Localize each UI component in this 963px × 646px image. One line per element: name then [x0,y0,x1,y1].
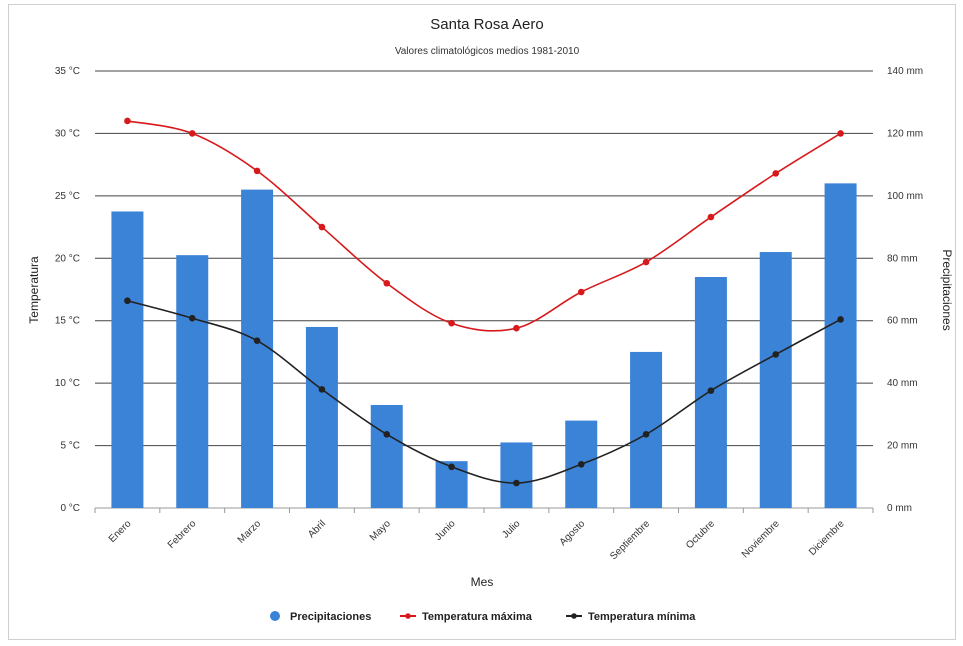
temp-min-point [318,386,326,393]
legend-swatch-marker [571,613,577,619]
temp-min-point [577,461,585,468]
legend-swatch-marker [405,613,411,619]
temp-min-point [707,387,715,394]
temp-max-point [188,130,196,137]
chart-title: Santa Rosa Aero [430,16,543,33]
temp-min-point [124,297,131,305]
precipitation-bar [176,255,209,508]
temp-min-point [772,351,780,358]
left-tick-label: 0 °C [60,503,80,514]
left-tick-label: 20 °C [55,253,80,264]
temperature-lines [124,117,844,487]
precipitation-bar [241,189,274,508]
precipitation-bar [370,404,403,508]
temp-max-point [318,223,326,231]
temp-min-line [127,299,841,484]
x-axis-ticks: Enero Febrero Marzo Abril Mayo Junio Julio Agos… [94,508,874,562]
x-tick-label: Abril [306,518,328,540]
legend-temperatura-minima: Temperatura mínima [588,611,696,623]
right-tick-label: 140 mm [887,66,923,77]
precipitation-bar [305,326,338,508]
x-tick-label: Febrero [166,518,199,551]
right-tick-label: 100 mm [887,191,923,202]
right-axis-ticks: 0 mm 20 mm 40 mm 60 mm 80 mm 100 mm 120 mm 140 … [887,66,923,514]
chart-subtitle: Valores climatológicos medios 1981-2010 [395,46,580,57]
legend: Precipitaciones Temperatura máxima Tempera… [270,611,696,623]
temp-min-point [253,337,261,344]
x-tick-label: Enero [107,518,134,545]
right-tick-label: 0 mm [887,503,912,514]
temp-max-point [642,258,650,266]
temp-max-point [707,213,715,221]
temp-max-point [577,288,585,296]
x-tick-label: Junio [433,518,458,543]
right-axis-title: Precipitaciones [940,249,954,330]
precipitation-bar [111,211,144,508]
precipitation-bar [824,183,857,508]
right-tick-label: 120 mm [887,128,923,139]
temp-min-point [448,463,455,471]
precipitation-bar [500,442,533,508]
left-axis-title: Temperatura [27,256,41,324]
right-tick-label: 20 mm [887,441,918,452]
x-tick-label: Julio [500,518,523,541]
left-tick-label: 35 °C [55,66,80,77]
temp-min-point [188,314,196,322]
legend-temperatura-maxima: Temperatura máxima [422,611,533,623]
left-tick-label: 25 °C [55,191,80,202]
temp-min-point [642,431,650,438]
right-tick-label: 60 mm [887,316,918,327]
temp-max-point [772,170,780,177]
left-axis-ticks: 0 °C 5 °C 10 °C 15 °C 20 °C 25 °C 30 °C 35 °C [55,66,80,514]
gridlines [95,70,873,509]
x-tick-label: Noviembre [740,518,782,560]
left-tick-label: 15 °C [55,316,80,327]
precipitation-bar [759,252,792,508]
x-tick-label: Mayo [368,518,393,543]
temp-max-line [127,120,842,332]
legend-precipitaciones: Precipitaciones [290,611,371,623]
temp-max-point [448,319,455,327]
x-tick-label: Agosto [558,518,588,548]
legend-swatch [270,611,280,621]
temp-min-point [513,479,520,487]
x-tick-label: Marzo [236,518,264,546]
right-tick-label: 40 mm [887,378,918,389]
precipitation-bar [630,351,663,508]
precipitation-bars [111,183,857,508]
left-tick-label: 5 °C [60,441,80,452]
x-tick-label: Octubre [684,518,717,551]
temp-max-point [383,279,391,287]
right-tick-label: 80 mm [887,253,918,264]
x-tick-label: Septiembre [608,518,652,562]
x-axis-title: Mes [471,575,494,589]
chart-frame [8,4,956,640]
temp-max-point [837,130,844,137]
x-tick-label: Diciembre [807,518,847,558]
temp-max-point [253,167,261,175]
left-tick-label: 30 °C [55,128,80,139]
temp-max-point [513,324,520,332]
temp-min-point [837,316,844,323]
left-tick-label: 10 °C [55,378,80,389]
temp-min-point [383,431,391,438]
temp-max-point [124,117,131,125]
